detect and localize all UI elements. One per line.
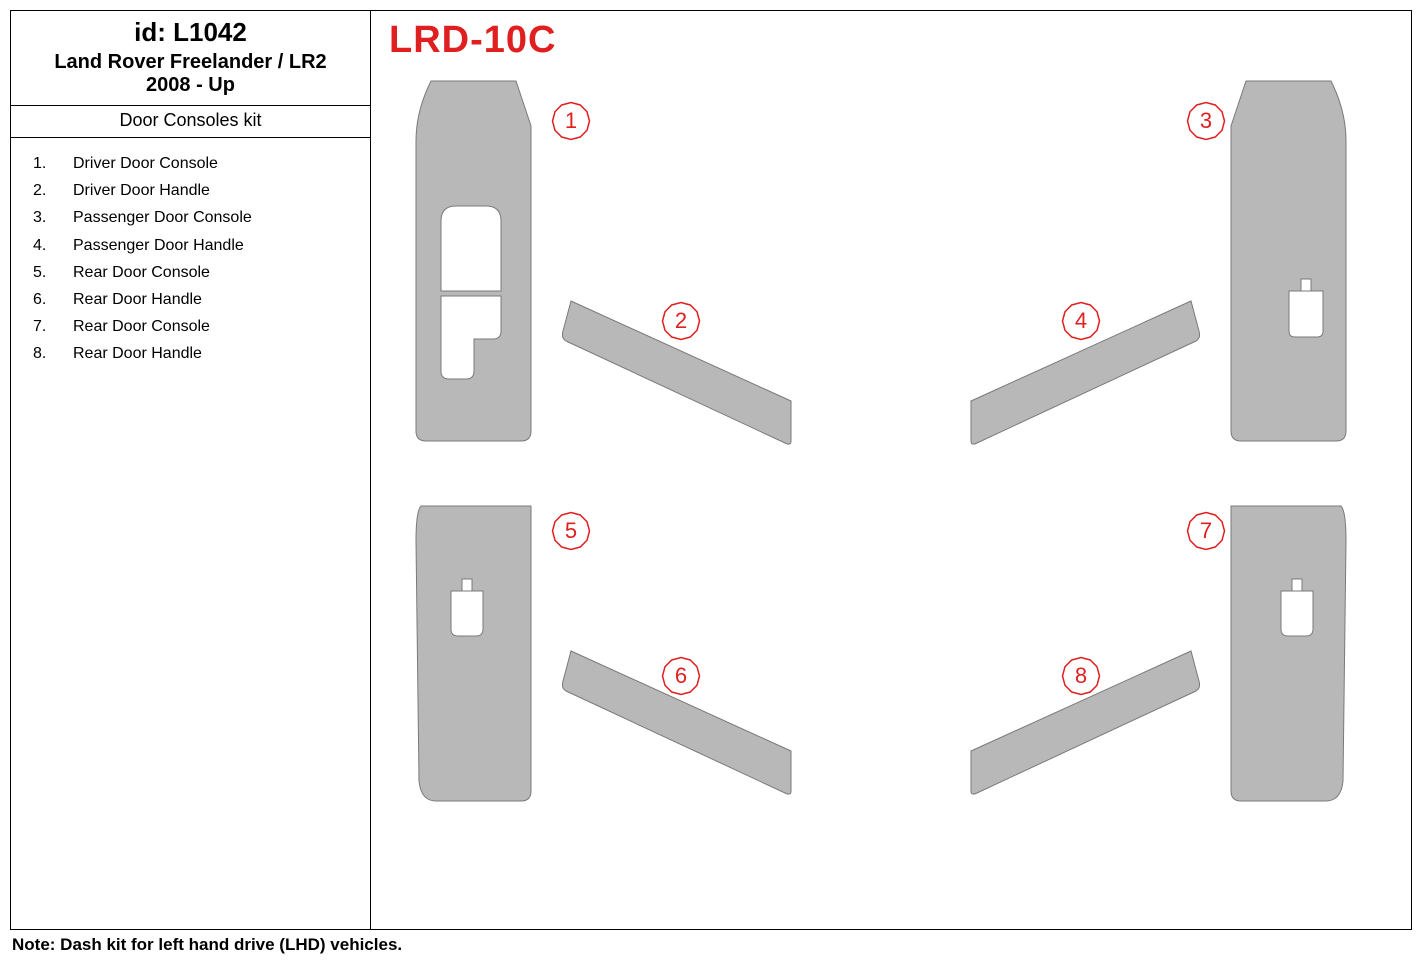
legend-item: 1.Driver Door Console [33, 150, 360, 177]
legend-item-label: Driver Door Console [73, 150, 360, 177]
legend-item: 5.Rear Door Console [33, 259, 360, 286]
legend-item-number: 6. [33, 286, 73, 313]
callout-3: 3 [1186, 101, 1226, 141]
legend-item-label: Rear Door Handle [73, 286, 360, 313]
legend-list: 1.Driver Door Console2.Driver Door Handl… [11, 138, 370, 378]
legend-item-number: 8. [33, 340, 73, 367]
footer-note: Note: Dash kit for left hand drive (LHD)… [12, 935, 402, 955]
callout-number: 7 [1186, 511, 1226, 551]
legend-item-number: 5. [33, 259, 73, 286]
legend-item: 3.Passenger Door Console [33, 204, 360, 231]
callout-5: 5 [551, 511, 591, 551]
callout-7: 7 [1186, 511, 1226, 551]
callout-number: 6 [661, 656, 701, 696]
legend-item-number: 2. [33, 177, 73, 204]
callout-8: 8 [1061, 656, 1101, 696]
legend-item-label: Passenger Door Handle [73, 232, 360, 259]
legend-panel: id: L1042 Land Rover Freelander / LR2 20… [11, 11, 371, 929]
callout-4: 4 [1061, 301, 1101, 341]
legend-item: 7.Rear Door Console [33, 313, 360, 340]
callout-number: 2 [661, 301, 701, 341]
rear-door-console-right [1231, 506, 1346, 801]
outer-frame: id: L1042 Land Rover Freelander / LR2 20… [10, 10, 1412, 930]
legend-item-label: Passenger Door Console [73, 204, 360, 231]
legend-item: 6.Rear Door Handle [33, 286, 360, 313]
callout-2: 2 [661, 301, 701, 341]
callout-1: 1 [551, 101, 591, 141]
legend-item-number: 4. [33, 232, 73, 259]
legend-years: 2008 - Up [15, 74, 366, 97]
legend-item-label: Rear Door Handle [73, 340, 360, 367]
callout-number: 3 [1186, 101, 1226, 141]
callout-6: 6 [661, 656, 701, 696]
callout-number: 1 [551, 101, 591, 141]
callout-number: 8 [1061, 656, 1101, 696]
legend-item: 8.Rear Door Handle [33, 340, 360, 367]
legend-item: 2.Driver Door Handle [33, 177, 360, 204]
legend-item-number: 7. [33, 313, 73, 340]
driver-door-console [416, 81, 531, 441]
diagram-area: LRD-10C 12345678 [371, 11, 1411, 929]
legend-kit-name: Door Consoles kit [11, 106, 370, 138]
passenger-door-console [1231, 81, 1346, 441]
legend-item: 4.Passenger Door Handle [33, 232, 360, 259]
legend-item-label: Rear Door Console [73, 313, 360, 340]
legend-id: id: L1042 [15, 17, 366, 48]
legend-item-number: 3. [33, 204, 73, 231]
callout-number: 4 [1061, 301, 1101, 341]
legend-vehicle: Land Rover Freelander / LR2 [15, 50, 366, 74]
legend-header: id: L1042 Land Rover Freelander / LR2 20… [11, 11, 370, 106]
diagram-svg [371, 11, 1411, 929]
legend-item-number: 1. [33, 150, 73, 177]
callout-number: 5 [551, 511, 591, 551]
rear-door-console-left [416, 506, 531, 801]
legend-item-label: Rear Door Console [73, 259, 360, 286]
legend-item-label: Driver Door Handle [73, 177, 360, 204]
